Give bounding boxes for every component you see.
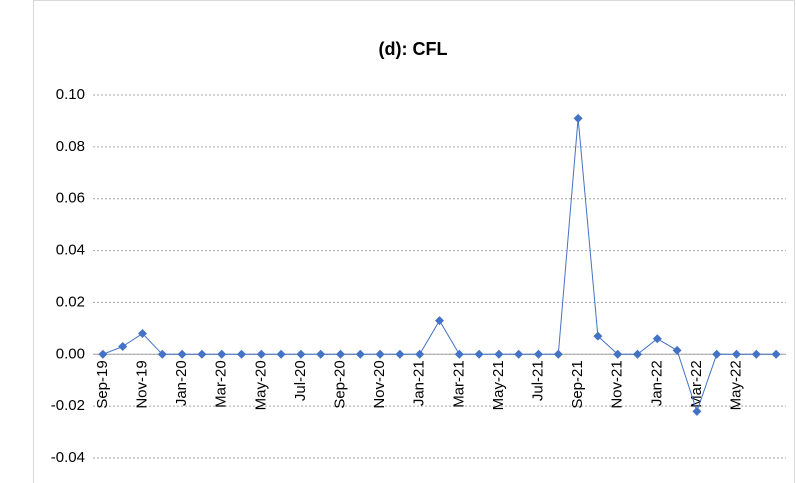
x-tick-label: Jul-20 [292, 360, 309, 401]
y-tick-label: 0.06 [56, 190, 85, 207]
marker [256, 349, 266, 359]
x-tick-label: May-22 [727, 360, 744, 410]
marker [276, 349, 286, 359]
x-tick-label: Sep-20 [331, 360, 348, 408]
x-tick-label: Nov-19 [133, 360, 150, 408]
x-tick-label: May-21 [490, 360, 507, 410]
marker [633, 349, 642, 359]
y-tick-label: 0.00 [56, 345, 85, 362]
y-tick-label: 0.04 [56, 242, 85, 259]
x-tick-label: Nov-20 [371, 360, 388, 408]
marker [751, 349, 761, 359]
marker [336, 349, 345, 359]
marker [534, 349, 543, 359]
marker [355, 349, 365, 359]
marker [454, 349, 464, 359]
marker [118, 342, 128, 352]
marker [613, 349, 623, 359]
y-tick-label: 0.10 [56, 86, 85, 103]
marker [474, 349, 484, 359]
marker [514, 349, 524, 359]
x-tick-label: May-20 [252, 360, 269, 410]
x-tick-label: Nov-21 [609, 360, 626, 408]
marker [316, 349, 326, 359]
x-tick-label: Sep-19 [94, 360, 111, 408]
marker [98, 349, 108, 359]
marker [217, 349, 227, 359]
marker [138, 329, 147, 339]
marker [296, 349, 306, 359]
x-tick-label: Jan-20 [173, 360, 190, 406]
marker [573, 113, 583, 123]
y-tick-label: 0.08 [56, 138, 85, 155]
marker [494, 349, 504, 359]
x-tick-label: Mar-20 [213, 360, 230, 408]
y-tick-label: 0.02 [56, 293, 85, 310]
marker [157, 349, 167, 359]
marker [771, 349, 781, 359]
x-tick-label: Mar-21 [450, 360, 467, 408]
marker [177, 349, 187, 359]
x-tick-label: Jul-21 [529, 360, 546, 401]
chart-border [33, 0, 795, 483]
x-tick-label: Sep-21 [569, 360, 586, 408]
marker [672, 345, 682, 355]
x-tick-label: Mar-22 [688, 360, 705, 408]
x-tick-label: Jan-21 [411, 360, 428, 406]
marker [395, 349, 405, 359]
y-tick-label: -0.02 [51, 397, 85, 414]
marker [692, 406, 702, 416]
marker [712, 349, 722, 359]
marker [375, 349, 385, 359]
x-tick-label: Jan-22 [648, 360, 665, 406]
chart-title: (d): CFL [379, 39, 448, 59]
marker [237, 349, 246, 359]
marker [652, 334, 662, 344]
marker [435, 316, 444, 326]
marker [593, 331, 603, 341]
marker [553, 349, 563, 359]
y-tick-label: -0.04 [51, 449, 85, 466]
marker [732, 349, 741, 359]
marker [415, 349, 425, 359]
marker [197, 349, 207, 359]
